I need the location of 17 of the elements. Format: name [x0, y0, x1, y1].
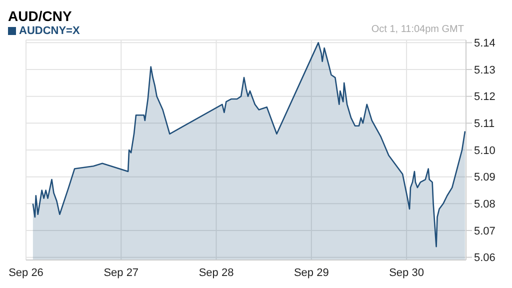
text: Oct 1, 11:04pm GMT	[371, 24, 464, 35]
x-tick-label: Sep 29	[294, 266, 329, 279]
y-tick-label: 5.06	[474, 252, 496, 264]
y-tick-label: 5.11	[474, 118, 495, 130]
y-tick-label: 5.10	[474, 144, 496, 157]
legend-label: AUDCNY=X	[19, 25, 80, 37]
y-tick-label: 5.08	[474, 198, 496, 211]
y-tick-label: 5.13	[474, 64, 496, 76]
y-tick-label: 5.12	[474, 91, 496, 104]
x-tick-label: Sep 27	[104, 266, 139, 279]
y-tick-label: 5.09	[474, 172, 496, 184]
chart-title: AUD/CNY	[8, 8, 73, 24]
x-tick-label: Sep 28	[198, 266, 234, 279]
y-tick-label: 5.07	[474, 225, 496, 238]
y-tick-label: 5.14	[474, 38, 496, 50]
x-tick-label: Sep 30	[389, 266, 424, 279]
x-tick-label: Sep 26	[8, 266, 44, 279]
